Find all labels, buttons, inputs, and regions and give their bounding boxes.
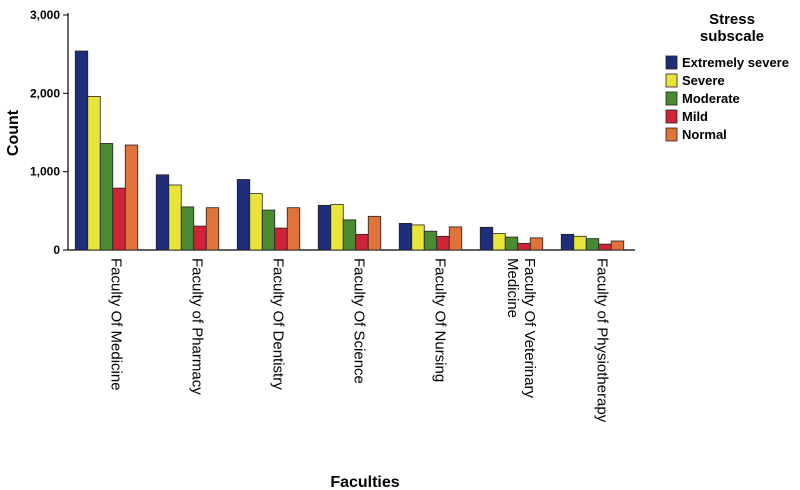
bar [74, 50, 89, 251]
bar [205, 207, 220, 251]
bar [87, 96, 101, 251]
x-tick-label: Faculty Of Veterinary [521, 258, 538, 399]
x-tick-label: Medicine [504, 258, 521, 318]
bar [573, 235, 587, 251]
bar [112, 187, 126, 251]
bar [560, 233, 575, 251]
legend-swatch [665, 127, 678, 142]
bar [423, 230, 438, 251]
legend-label: Severe [682, 73, 725, 88]
bar [155, 174, 170, 251]
bar [492, 233, 506, 251]
x-tick-label: Faculty of Physiotherapy [594, 258, 611, 423]
bar [180, 206, 195, 251]
x-axis-title: Faculties [330, 474, 399, 490]
y-tick-label: 2,000 [30, 86, 60, 100]
legend-items: Extremely severe Severe Moderate Mild Normal [665, 55, 789, 142]
y-ticks: 0 1,000 2,000 3,000 [30, 8, 68, 257]
legend-label: Extremely severe [682, 55, 789, 70]
bar [249, 193, 263, 251]
bar [529, 237, 544, 251]
y-tick-label: 3,000 [30, 8, 60, 22]
bar [367, 215, 382, 251]
bar [274, 227, 288, 251]
x-tick-label: Faculty Of Dentistry [270, 258, 287, 390]
bar [504, 236, 519, 251]
legend-title-line: subscale [700, 28, 764, 45]
axes [67, 13, 635, 251]
legend: Stress subscale Extremely severe Severe Mod… [665, 11, 789, 142]
bar [436, 235, 450, 251]
bar [286, 207, 301, 251]
bar [99, 143, 114, 251]
legend-title: Stress subscale [700, 11, 764, 45]
y-tick-label: 0 [53, 243, 60, 257]
bar [598, 243, 612, 251]
bar [517, 242, 531, 251]
bar [355, 233, 369, 251]
y-axis-title: Count [5, 109, 22, 156]
bar [398, 222, 413, 251]
bar [330, 204, 344, 251]
bars [74, 50, 625, 251]
bar [124, 144, 139, 251]
y-tick-label: 1,000 [30, 165, 60, 179]
legend-swatch [665, 73, 678, 88]
bar [610, 240, 625, 251]
x-tick-label: Faculty Of Nursing [432, 258, 449, 382]
bar [317, 204, 332, 251]
legend-title-line: Stress [709, 11, 755, 28]
bar [448, 226, 463, 251]
legend-label: Moderate [682, 91, 740, 106]
x-tick-labels: Faculty Of Medicine Faculty of Pharmacy Fa… [108, 258, 611, 423]
bar [342, 219, 357, 251]
bar [585, 238, 600, 251]
bar [411, 224, 425, 251]
x-tick-label: Faculty Of Medicine [108, 258, 125, 391]
legend-label: Mild [682, 109, 708, 124]
legend-swatch [665, 91, 678, 106]
legend-label: Normal [682, 127, 727, 142]
legend-swatch [665, 55, 678, 70]
x-tick-label: Faculty of Pharmacy [189, 258, 206, 395]
bar [479, 226, 494, 251]
legend-swatch [665, 109, 678, 124]
x-tick-label: Faculty Of Science [351, 258, 368, 384]
bar [261, 209, 276, 251]
bar [193, 225, 207, 251]
bar [236, 179, 251, 251]
bar [168, 184, 182, 251]
